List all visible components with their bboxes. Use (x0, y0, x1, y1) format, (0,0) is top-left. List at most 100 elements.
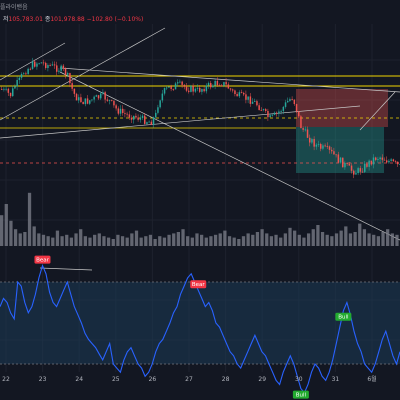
price-change: −102.80 (−0.10%) (86, 16, 144, 23)
candle-body (346, 162, 348, 164)
candle-body (161, 93, 164, 101)
volume-bar (27, 192, 32, 246)
volume-bar (125, 237, 129, 246)
position-tool[interactable] (296, 89, 388, 173)
candle-body (119, 108, 122, 114)
candle-body (29, 68, 32, 70)
stop-zone (296, 89, 388, 127)
candle-body (214, 80, 216, 86)
volume-bar (167, 234, 171, 246)
candle-body (232, 89, 234, 91)
candle-body (111, 99, 113, 101)
volume-bar (181, 229, 185, 246)
volume-bar (176, 232, 180, 246)
candle-body (199, 87, 201, 92)
candle-body (148, 121, 150, 123)
rsi-series (0, 263, 400, 394)
candle-body (130, 117, 133, 120)
candle-body (38, 63, 40, 65)
trendlines[interactable] (0, 27, 400, 241)
volume-bar (111, 239, 115, 246)
candle-body (144, 115, 146, 124)
candle-body (258, 105, 260, 110)
candle-body (34, 61, 36, 67)
candle-body (254, 101, 256, 102)
candle-body (194, 88, 197, 92)
volume-bar (148, 234, 153, 246)
candle-body (155, 112, 157, 118)
candle-body (106, 99, 109, 101)
candle-body (282, 106, 285, 111)
volume-bar (195, 233, 199, 246)
candle-body (91, 99, 93, 101)
candle-body (328, 146, 331, 150)
candle-body (243, 92, 245, 95)
candle-body (247, 96, 249, 100)
signal-badge (34, 255, 51, 264)
trendline (0, 105, 361, 139)
candle-body (304, 129, 307, 131)
volume-bar (37, 233, 41, 246)
volume-bar (162, 237, 167, 246)
price-levels[interactable] (0, 75, 400, 164)
candle-body (386, 160, 388, 163)
x-tick-label: 30 (295, 376, 303, 383)
candle-body (188, 90, 190, 92)
candle-body (124, 112, 126, 114)
candle-body (23, 73, 25, 75)
ohlc-readout: 저105,783.01 종101,978.88 −102.80 (−0.10%) (3, 14, 143, 23)
candle-body (298, 111, 300, 117)
volume-bar (311, 229, 315, 246)
candle-body (163, 88, 166, 94)
signal-badge (335, 312, 352, 321)
candle-body (390, 159, 392, 161)
candle-body (185, 86, 188, 91)
volume-bar (386, 229, 390, 246)
volume-bar (93, 234, 97, 246)
candle-body (31, 61, 34, 69)
volume-bar (23, 232, 27, 246)
candle-body (348, 163, 351, 166)
candle-body (353, 170, 355, 175)
volume-bar (46, 236, 50, 246)
volume-bar (237, 239, 241, 246)
volume-bar (246, 233, 250, 246)
low-value: 105,783.01 (8, 16, 43, 23)
candle-body (166, 87, 168, 89)
trendline (359, 91, 396, 131)
candle-body (172, 88, 175, 90)
candle-body (251, 101, 254, 104)
candle-body (183, 84, 186, 87)
volume-bar (32, 226, 36, 246)
candle-body (49, 65, 51, 66)
volume-bar (88, 237, 92, 246)
volume-bar (358, 223, 362, 246)
candle-body (47, 65, 49, 68)
volume-bar (344, 226, 348, 246)
candle-body (236, 94, 238, 97)
candle-body (280, 110, 282, 112)
volume-bar (330, 236, 334, 246)
volume-bar (241, 236, 246, 246)
candle-body (9, 92, 12, 97)
volume-bar (251, 234, 255, 246)
candle-body (80, 97, 82, 103)
x-tick-label: 22 (2, 376, 10, 383)
candle-body (207, 83, 210, 86)
candle-body (168, 86, 170, 88)
volume-bar (172, 233, 176, 246)
candle-body (82, 102, 84, 105)
volume-bar (130, 233, 134, 246)
candle-body (14, 86, 16, 89)
candle-body (267, 110, 269, 118)
volume-bar (153, 239, 157, 246)
volume-bar (204, 237, 208, 246)
time-axis[interactable]: 22 23 24 25 26 27 28 29 30 31 6월 (2, 375, 376, 383)
volume-bar (297, 234, 301, 246)
candle-body (256, 101, 258, 106)
candle-body (150, 121, 153, 125)
candle-body (69, 73, 71, 84)
volume-bar (274, 234, 278, 246)
volume-bar (320, 232, 325, 246)
